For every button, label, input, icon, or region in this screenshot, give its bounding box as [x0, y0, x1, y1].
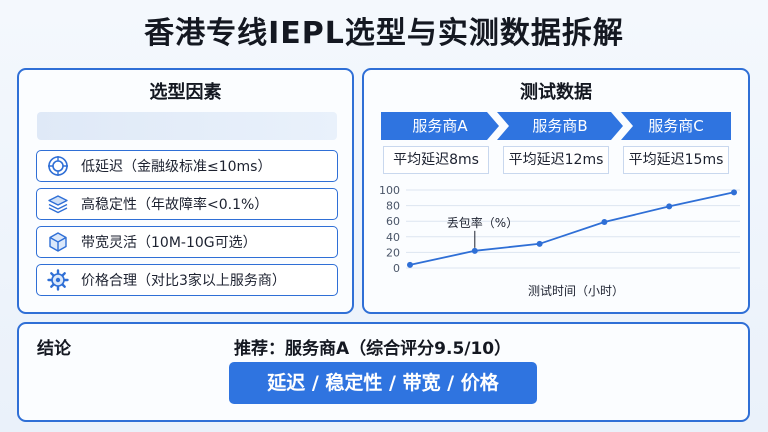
chart-grid — [406, 189, 740, 269]
latency-c: 平均延迟15ms — [623, 146, 729, 174]
criteria-banner: 延迟 / 稳定性 / 带宽 / 价格 — [229, 362, 537, 404]
chart-points — [407, 189, 737, 268]
data-point — [536, 240, 543, 247]
factor-label: 价格合理（对比3家以上服务商） — [81, 273, 286, 289]
latency-a: 平均延迟8ms — [383, 146, 489, 174]
data-point — [666, 203, 673, 210]
data-point — [407, 261, 413, 268]
y-tick-label: 60 — [386, 215, 400, 228]
gear-icon — [47, 269, 69, 291]
vendor-c-label: 服务商C — [621, 112, 731, 140]
page-title: 香港专线IEPL选型与实测数据拆解 — [144, 16, 624, 51]
factor-label: 高稳定性（年故障率<0.1%） — [81, 197, 269, 213]
factors-banner — [37, 112, 337, 140]
target-icon — [47, 155, 69, 177]
selection-factors-title: 选型因素 — [149, 82, 222, 103]
conclusion-label: 结论 — [37, 339, 71, 359]
layers-icon — [47, 193, 69, 215]
test-data-panel: 测试数据 服务商A 服务商B 服务商C 平均延迟8ms 平均延迟12ms 平均延… — [362, 68, 750, 314]
latency-b: 平均延迟12ms — [503, 146, 609, 174]
y-tick-label: 100 — [379, 184, 400, 197]
test-data-title: 测试数据 — [520, 82, 592, 103]
chart-annotation: 丢包率（%） — [447, 215, 518, 230]
y-tick-label: 80 — [386, 200, 400, 213]
y-tick-label: 20 — [386, 246, 400, 259]
factor-bandwidth: 带宽灵活（10M-10G可选） — [36, 226, 338, 258]
factor-label: 低延迟（金融级标准≤10ms） — [81, 159, 272, 175]
chart-y-ticks: 0 20 40 60 80 100 — [379, 184, 400, 275]
data-point — [601, 218, 608, 225]
data-point — [731, 189, 737, 196]
selection-factors-panel: 选型因素 低延迟（金融级标准≤10ms） 高稳定性（年故障率<0.1%） — [17, 68, 354, 314]
vendor-row: 服务商A 服务商B 服务商C — [381, 112, 731, 140]
factor-low-latency: 低延迟（金融级标准≤10ms） — [36, 150, 338, 182]
chart-x-label: 测试时间（小时） — [528, 283, 624, 298]
data-point — [471, 247, 478, 254]
conclusion-panel: 结论 推荐：服务商A（综合评分9.5/10） 延迟 / 稳定性 / 带宽 / 价… — [17, 322, 750, 422]
cube-icon — [47, 231, 69, 253]
factor-stability: 高稳定性（年故障率<0.1%） — [36, 188, 338, 220]
y-tick-label: 40 — [386, 231, 400, 244]
factor-price: 价格合理（对比3家以上服务商） — [36, 264, 338, 296]
packet-loss-chart: 0 20 40 60 80 100 丢包率（%） 测试时间（小时） — [379, 184, 740, 298]
recommendation-text: 推荐：服务商A（综合评分9.5/10） — [234, 339, 512, 359]
series-line — [409, 191, 735, 266]
y-tick-label: 0 — [393, 262, 400, 275]
factor-label: 带宽灵活（10M-10G可选） — [81, 235, 257, 251]
vendor-a-label: 服务商A — [381, 112, 499, 140]
vendor-b-label: 服务商B — [497, 112, 623, 140]
